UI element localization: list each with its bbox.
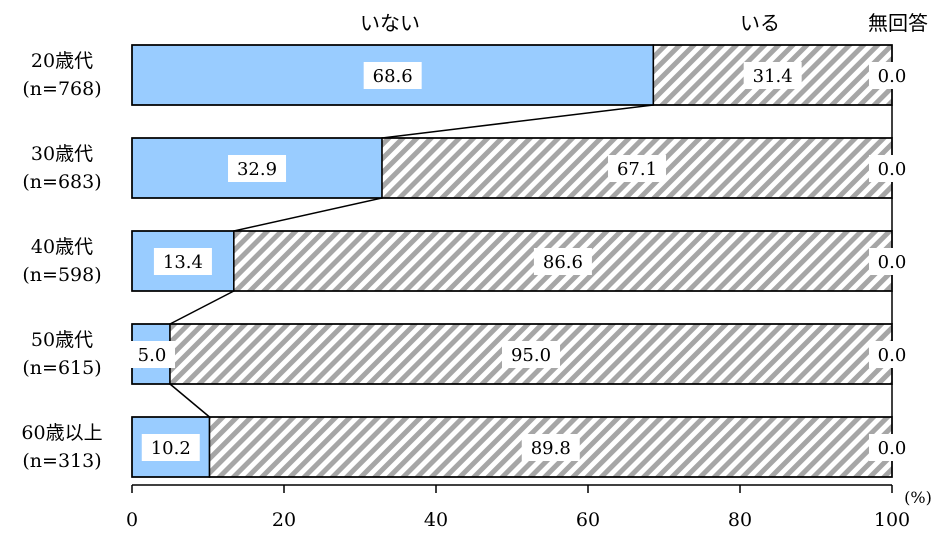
data-label-noanswer-2-bg [869,155,915,182]
category-n-2: (n=683) [22,171,101,193]
data-label-noanswer-5: 0.0 [878,438,907,459]
data-label-noanswer-5-bg [869,434,915,461]
data-label-noanswer-3-bg [869,248,915,275]
data-label-have-3-bg [533,248,592,275]
data-label-have-4: 95.0 [511,345,551,366]
data-label-have-2-bg [608,155,667,182]
x-tick-label-60: 60 [576,509,600,531]
x-tick-label-80: 80 [728,509,752,531]
connector-line-none-1 [381,104,654,139]
category-label-5: 60歳以上 [21,422,102,444]
data-label-have-2: 67.1 [617,159,657,180]
data-label-none-3-bg [153,248,212,275]
category-n-3: (n=598) [22,264,101,286]
x-tick-label-0: 0 [126,509,138,531]
data-label-none-2-bg [228,155,287,182]
legend-label-have: いる [740,11,780,35]
category-label-2: 30歳代 [31,143,93,165]
legend-label-noanswer: 無回答 [868,11,928,35]
data-label-noanswer-1: 0.0 [878,66,907,87]
data-label-noanswer-1-bg [869,62,915,89]
category-label-3: 40歳代 [31,236,93,258]
category-n-5: (n=313) [22,450,101,472]
data-label-none-5: 10.2 [151,438,191,459]
x-tick-label-100: 100 [874,509,910,531]
connector-line-none-3 [169,290,235,325]
data-label-none-2: 32.9 [237,159,277,180]
data-label-none-1: 68.6 [373,66,413,87]
data-label-have-1: 31.4 [753,66,793,87]
category-n-4: (n=615) [22,357,101,379]
connector-line-none-2 [233,197,383,232]
data-label-noanswer-4-bg [869,341,915,368]
category-n-1: (n=768) [22,78,101,100]
category-label-4: 50歳代 [31,329,93,351]
x-axis-unit: (%) [904,488,932,507]
x-tick-label-40: 40 [424,509,448,531]
data-label-noanswer-3: 0.0 [878,252,907,273]
data-label-none-3: 13.4 [163,252,203,273]
data-label-none-5-bg [141,434,200,461]
data-label-have-3: 86.6 [543,252,583,273]
connector-line-none-4 [169,383,211,418]
category-label-1: 20歳代 [31,50,93,72]
data-label-none-1-bg [363,62,422,89]
data-label-noanswer-2: 0.0 [878,159,907,180]
legend-label-none: いない [360,11,420,35]
data-label-none-4: 5.0 [138,345,167,366]
x-tick-label-20: 20 [272,509,296,531]
data-label-noanswer-4: 0.0 [878,345,907,366]
data-label-have-5: 89.8 [531,438,571,459]
data-label-have-4-bg [502,341,560,368]
data-label-have-5-bg [521,434,580,461]
data-label-have-1-bg [743,62,802,89]
data-label-none-4-bg [129,341,175,368]
